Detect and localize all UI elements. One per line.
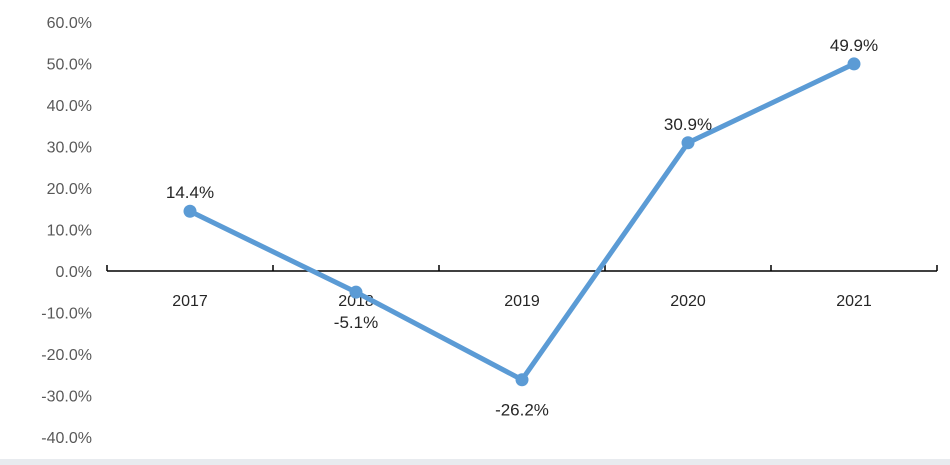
- y-tick-label: 50.0%: [47, 57, 92, 74]
- y-tick-label: -40.0%: [41, 430, 92, 447]
- y-tick-label: -10.0%: [41, 306, 92, 323]
- x-tick-label: 2020: [670, 293, 706, 310]
- data-point: [183, 204, 197, 218]
- data-label: -26.2%: [495, 401, 549, 420]
- y-tick-label: 20.0%: [47, 181, 92, 198]
- data-point: [847, 57, 861, 71]
- data-point: [515, 373, 529, 387]
- x-axis-tick-labels: 2017 2018 2019 2020 2021: [172, 293, 872, 310]
- x-tick-label: 2017: [172, 293, 208, 310]
- bottom-border-strip: [0, 459, 950, 465]
- data-labels: 14.4% -5.1% -26.2% 30.9% 49.9%: [166, 36, 878, 420]
- data-label: 30.9%: [664, 115, 712, 134]
- y-tick-label: 10.0%: [47, 223, 92, 240]
- y-tick-label: -20.0%: [41, 347, 92, 364]
- x-axis: [106, 265, 938, 272]
- series-line: [187, 61, 857, 383]
- series-growth-rate: [183, 57, 861, 387]
- data-point: [349, 285, 363, 299]
- x-tick-label: 2019: [504, 293, 540, 310]
- data-label: 49.9%: [830, 36, 878, 55]
- y-tick-label: 60.0%: [47, 15, 92, 32]
- y-axis-tick-labels: 60.0% 50.0% 40.0% 30.0% 20.0% 10.0% 0.0% -10.0%…: [41, 15, 92, 447]
- y-tick-label: 0.0%: [56, 264, 92, 281]
- data-label: -5.1%: [334, 313, 378, 332]
- y-tick-label: 40.0%: [47, 98, 92, 115]
- x-tick-label: 2021: [836, 293, 872, 310]
- data-point: [681, 136, 695, 150]
- y-tick-label: -30.0%: [41, 389, 92, 406]
- y-tick-label: 30.0%: [47, 140, 92, 157]
- data-label: 14.4%: [166, 183, 214, 202]
